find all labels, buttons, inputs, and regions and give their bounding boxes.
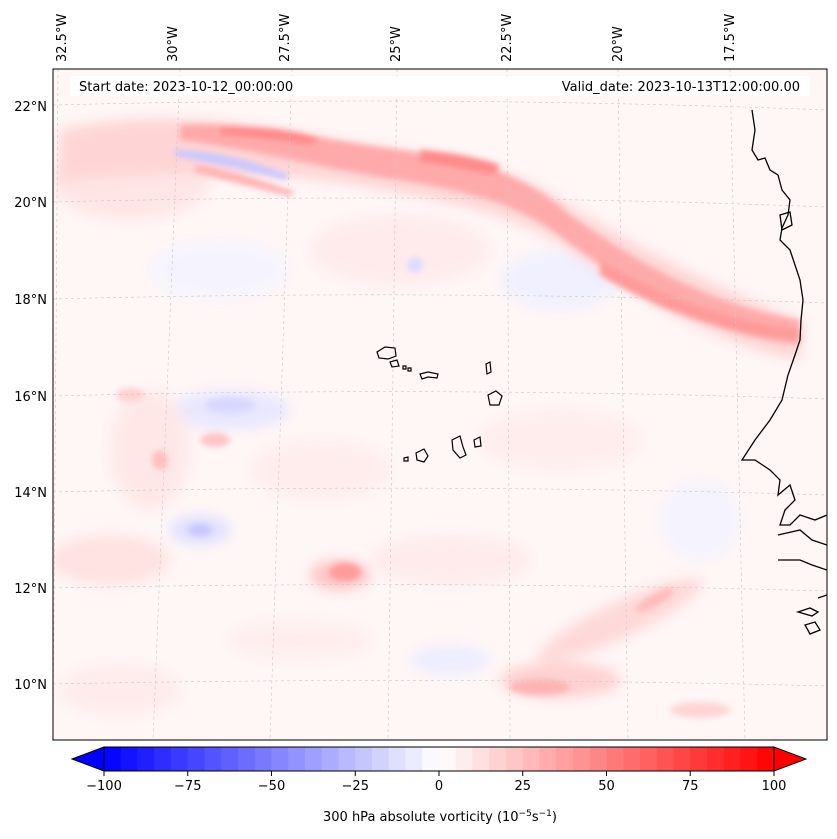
colorbar-segment bbox=[120, 747, 139, 771]
vorticity-field bbox=[53, 119, 800, 718]
lon-label: 27.5°W bbox=[278, 14, 293, 62]
colorbar-segment bbox=[489, 747, 507, 771]
colorbar-segment bbox=[556, 747, 574, 771]
lat-label: 18°N bbox=[14, 293, 47, 308]
lat-label: 16°N bbox=[14, 390, 47, 405]
island-boa-vista bbox=[487, 390, 503, 406]
lon-label: 30°W bbox=[166, 26, 181, 62]
colorbar-tick-label: −25 bbox=[342, 779, 369, 794]
graticule bbox=[53, 69, 827, 740]
colorbar-segment bbox=[656, 747, 675, 771]
colorbar-segment bbox=[154, 747, 172, 771]
lat-label: 14°N bbox=[14, 486, 47, 501]
colorbar-segment bbox=[455, 747, 474, 771]
colorbar-segment bbox=[321, 747, 340, 771]
colorbar-tick-label: 100 bbox=[762, 779, 787, 794]
colorbar-segment bbox=[355, 747, 373, 771]
lon-label: 25°W bbox=[389, 26, 404, 62]
colorbar-segment bbox=[640, 747, 658, 771]
colorbar-segment bbox=[405, 747, 423, 771]
colorbar-segment bbox=[204, 747, 222, 771]
lon-label: 32.5°W bbox=[55, 14, 70, 62]
colorbar-segment bbox=[573, 747, 591, 771]
colorbar-tick-label: −50 bbox=[258, 779, 285, 794]
island-maio bbox=[473, 436, 482, 448]
colorbar-segment bbox=[439, 747, 457, 771]
island-sal bbox=[485, 361, 492, 375]
islands bbox=[376, 346, 503, 463]
colorbar-segment bbox=[623, 747, 641, 771]
lon-label: 22.5°W bbox=[500, 14, 515, 62]
colorbar-segment bbox=[187, 747, 206, 771]
longitude-labels: 32.5°W 30°W 27.5°W 25°W 22.5°W 20°W 17.5… bbox=[55, 14, 738, 62]
colorbar-segment bbox=[422, 747, 440, 771]
colorbar-segment bbox=[757, 747, 775, 771]
island-santo-antao bbox=[376, 346, 397, 360]
colorbar-segment bbox=[522, 747, 541, 771]
island-santiago bbox=[451, 435, 467, 459]
colorbar-segment bbox=[171, 747, 189, 771]
map-frame bbox=[52, 68, 828, 741]
colorbar-tick-label: 25 bbox=[514, 779, 531, 794]
colorbar-segment bbox=[238, 747, 256, 771]
colorbar-tick-label: −75 bbox=[174, 779, 201, 794]
africa-coast bbox=[740, 109, 827, 526]
map-panel: Start date: 2023-10-12_00:00:00 Valid_da… bbox=[52, 68, 828, 741]
colorbar-label: 300 hPa absolute vorticity (10−5s−1) bbox=[323, 809, 557, 825]
colorbar-segment bbox=[388, 747, 407, 771]
island-sao-vicente bbox=[389, 359, 400, 368]
colorbar-segment bbox=[254, 747, 273, 771]
colorbar-segment bbox=[673, 747, 691, 771]
island-fogo bbox=[415, 448, 429, 463]
colorbar-segment bbox=[104, 747, 122, 771]
latitude-labels: 22°N 20°N 18°N 16°N 14°N 12°N 10°N bbox=[14, 100, 47, 693]
lat-label: 10°N bbox=[14, 678, 47, 693]
colorbar-tick-label: 75 bbox=[682, 779, 699, 794]
colorbar-segments bbox=[104, 747, 775, 771]
colorbar-segment bbox=[137, 747, 155, 771]
colorbar-segment bbox=[506, 747, 524, 771]
lat-label: 20°N bbox=[14, 196, 47, 211]
colorbar-segment bbox=[338, 747, 356, 771]
lat-label: 12°N bbox=[14, 582, 47, 597]
colorbar-segment bbox=[472, 747, 490, 771]
colorbar-segment bbox=[271, 747, 289, 771]
colorbar-segment bbox=[589, 747, 608, 771]
colorbar-min-arrow bbox=[70, 746, 105, 772]
colorbar-segment bbox=[288, 747, 306, 771]
colorbar-segment bbox=[305, 747, 323, 771]
valid-date: Valid_date: 2023-10-13T12:00:00.00 bbox=[562, 80, 800, 95]
colorbar-segment bbox=[690, 747, 708, 771]
colorbar-segment bbox=[740, 747, 758, 771]
colorbar-segment bbox=[372, 747, 390, 771]
colorbar-segment bbox=[539, 747, 557, 771]
coastlines bbox=[740, 109, 827, 635]
colorbar-tick-label: −100 bbox=[86, 779, 122, 794]
colorbar-segment bbox=[221, 747, 239, 771]
colorbar-segment bbox=[606, 747, 624, 771]
colorbar-segment bbox=[707, 747, 725, 771]
lat-label: 22°N bbox=[14, 100, 47, 115]
colorbar-max-arrow bbox=[773, 746, 808, 772]
colorbar-tick-label: 0 bbox=[435, 779, 443, 794]
start-date: Start date: 2023-10-12_00:00:00 bbox=[79, 80, 293, 95]
island-sao-nicolau bbox=[419, 371, 439, 380]
info-bar bbox=[70, 76, 810, 96]
island-brava bbox=[403, 456, 409, 462]
colorbar-tick-label: 50 bbox=[598, 779, 615, 794]
colorbar: −100 −75 −50 −25 0 25 50 75 100 300 hPa absolute… bbox=[70, 746, 808, 825]
colorbar-ticks: −100 −75 −50 −25 0 25 50 75 100 bbox=[86, 771, 786, 794]
lon-label: 17.5°W bbox=[723, 14, 738, 62]
colorbar-segment bbox=[723, 747, 742, 771]
lon-label: 20°W bbox=[611, 26, 626, 62]
